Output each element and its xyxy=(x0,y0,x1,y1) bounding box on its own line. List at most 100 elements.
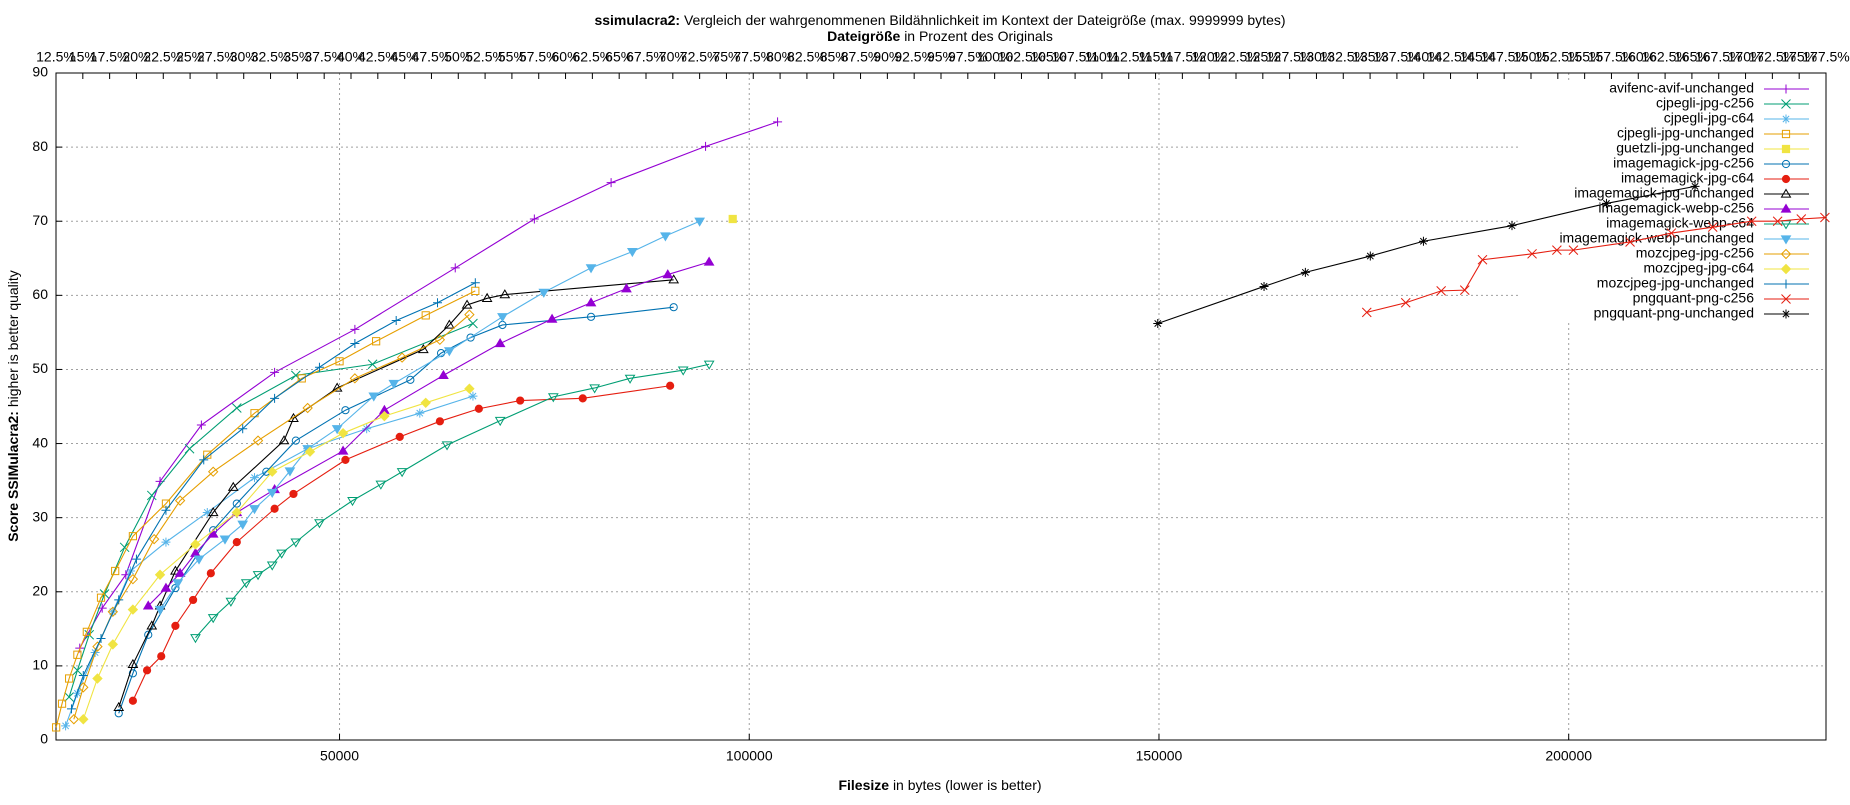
marker xyxy=(171,621,180,630)
marker xyxy=(1820,212,1830,223)
legend-label: imagemagick-webp-c256 xyxy=(1598,200,1754,216)
legend-label: mozcjpeg-jpg-unchanged xyxy=(1597,275,1754,291)
series xyxy=(66,278,480,714)
y-label-text: higher is better quality xyxy=(5,270,21,407)
x2-tick-label: 90% xyxy=(873,49,901,65)
marker xyxy=(1507,221,1517,231)
x2-tick-label: 117.5% xyxy=(1159,49,1205,65)
marker xyxy=(529,214,539,224)
x2-tick-label: 132.5% xyxy=(1320,49,1367,65)
marker xyxy=(464,383,475,394)
series xyxy=(52,286,480,732)
marker xyxy=(337,427,349,439)
marker xyxy=(443,319,455,329)
marker xyxy=(368,392,380,402)
marker xyxy=(362,424,372,434)
marker xyxy=(1781,174,1791,184)
marker xyxy=(1477,254,1488,265)
marker xyxy=(466,333,475,342)
marker xyxy=(252,571,264,581)
x2-tick-label: 112.5% xyxy=(1106,49,1152,65)
marker xyxy=(231,403,242,413)
marker xyxy=(1781,84,1791,94)
chart-title: ssimulacra2: Vergleich der wahrgenommene… xyxy=(594,12,1285,28)
x-tick-label: 100000 xyxy=(726,748,773,764)
marker xyxy=(184,443,195,454)
marker xyxy=(250,473,260,483)
marker xyxy=(252,435,264,446)
marker xyxy=(375,480,387,490)
series xyxy=(113,274,680,712)
marker xyxy=(669,303,678,312)
marker xyxy=(1781,114,1791,124)
marker xyxy=(78,714,89,725)
marker xyxy=(111,566,120,576)
marker xyxy=(127,573,139,585)
x2-tick-label: 40% xyxy=(337,49,365,65)
marker xyxy=(668,274,680,284)
x2-tick-label: 130% xyxy=(1299,49,1335,65)
series xyxy=(64,318,478,702)
marker xyxy=(84,629,95,640)
marker xyxy=(494,416,506,427)
series xyxy=(78,383,475,725)
marker xyxy=(57,699,67,708)
marker xyxy=(379,410,390,422)
marker xyxy=(1781,279,1791,289)
marker xyxy=(289,489,298,499)
marker xyxy=(547,393,559,403)
marker xyxy=(694,217,706,227)
legend-label: guetzli-jpg-unchanged xyxy=(1616,140,1754,156)
marker xyxy=(1781,294,1791,304)
marker xyxy=(1459,285,1470,295)
marker xyxy=(1568,245,1579,255)
marker xyxy=(297,374,306,383)
marker xyxy=(606,178,616,188)
marker xyxy=(388,379,400,390)
marker xyxy=(1527,248,1537,259)
series xyxy=(142,256,715,610)
marker xyxy=(546,313,558,323)
marker xyxy=(238,424,248,434)
marker xyxy=(341,406,350,415)
series-line xyxy=(147,261,710,607)
marker xyxy=(420,397,431,409)
series-line xyxy=(118,306,674,714)
series-line xyxy=(132,385,671,701)
marker xyxy=(1666,228,1677,238)
marker xyxy=(516,396,525,405)
marker xyxy=(470,278,480,288)
x2-tick-label: 140% xyxy=(1406,49,1442,65)
marker xyxy=(72,665,83,676)
series-line xyxy=(82,388,470,720)
marker xyxy=(421,311,430,320)
x2-tick-label: 150% xyxy=(1513,49,1549,65)
marker xyxy=(73,650,82,659)
x2-tick-label: 172.5% xyxy=(1749,49,1796,65)
x2-tick-label: 32.5% xyxy=(251,49,291,65)
legend-label: mozcjpeg-jpg-c64 xyxy=(1644,260,1755,276)
marker xyxy=(172,579,184,589)
marker xyxy=(231,507,243,518)
marker xyxy=(146,620,158,630)
y-tick-label: 80 xyxy=(32,138,48,154)
series-line xyxy=(118,279,674,708)
marker xyxy=(1781,129,1791,139)
legend-label: pngquant-png-c256 xyxy=(1633,290,1755,306)
marker xyxy=(154,605,166,616)
y-label-bold: Score SSIMulacra2: xyxy=(5,411,21,542)
marker xyxy=(1300,267,1310,277)
marker xyxy=(207,528,219,538)
marker xyxy=(146,490,157,501)
marker xyxy=(126,566,136,576)
marker xyxy=(441,441,453,451)
marker xyxy=(1707,222,1718,233)
x2-tick-label: 12.5% xyxy=(36,49,76,65)
x2-tick-label: 25% xyxy=(176,49,204,65)
marker xyxy=(207,466,219,477)
marker xyxy=(107,606,119,617)
marker xyxy=(621,283,632,293)
marker xyxy=(578,394,587,403)
series-line xyxy=(195,363,710,639)
marker xyxy=(174,567,186,577)
